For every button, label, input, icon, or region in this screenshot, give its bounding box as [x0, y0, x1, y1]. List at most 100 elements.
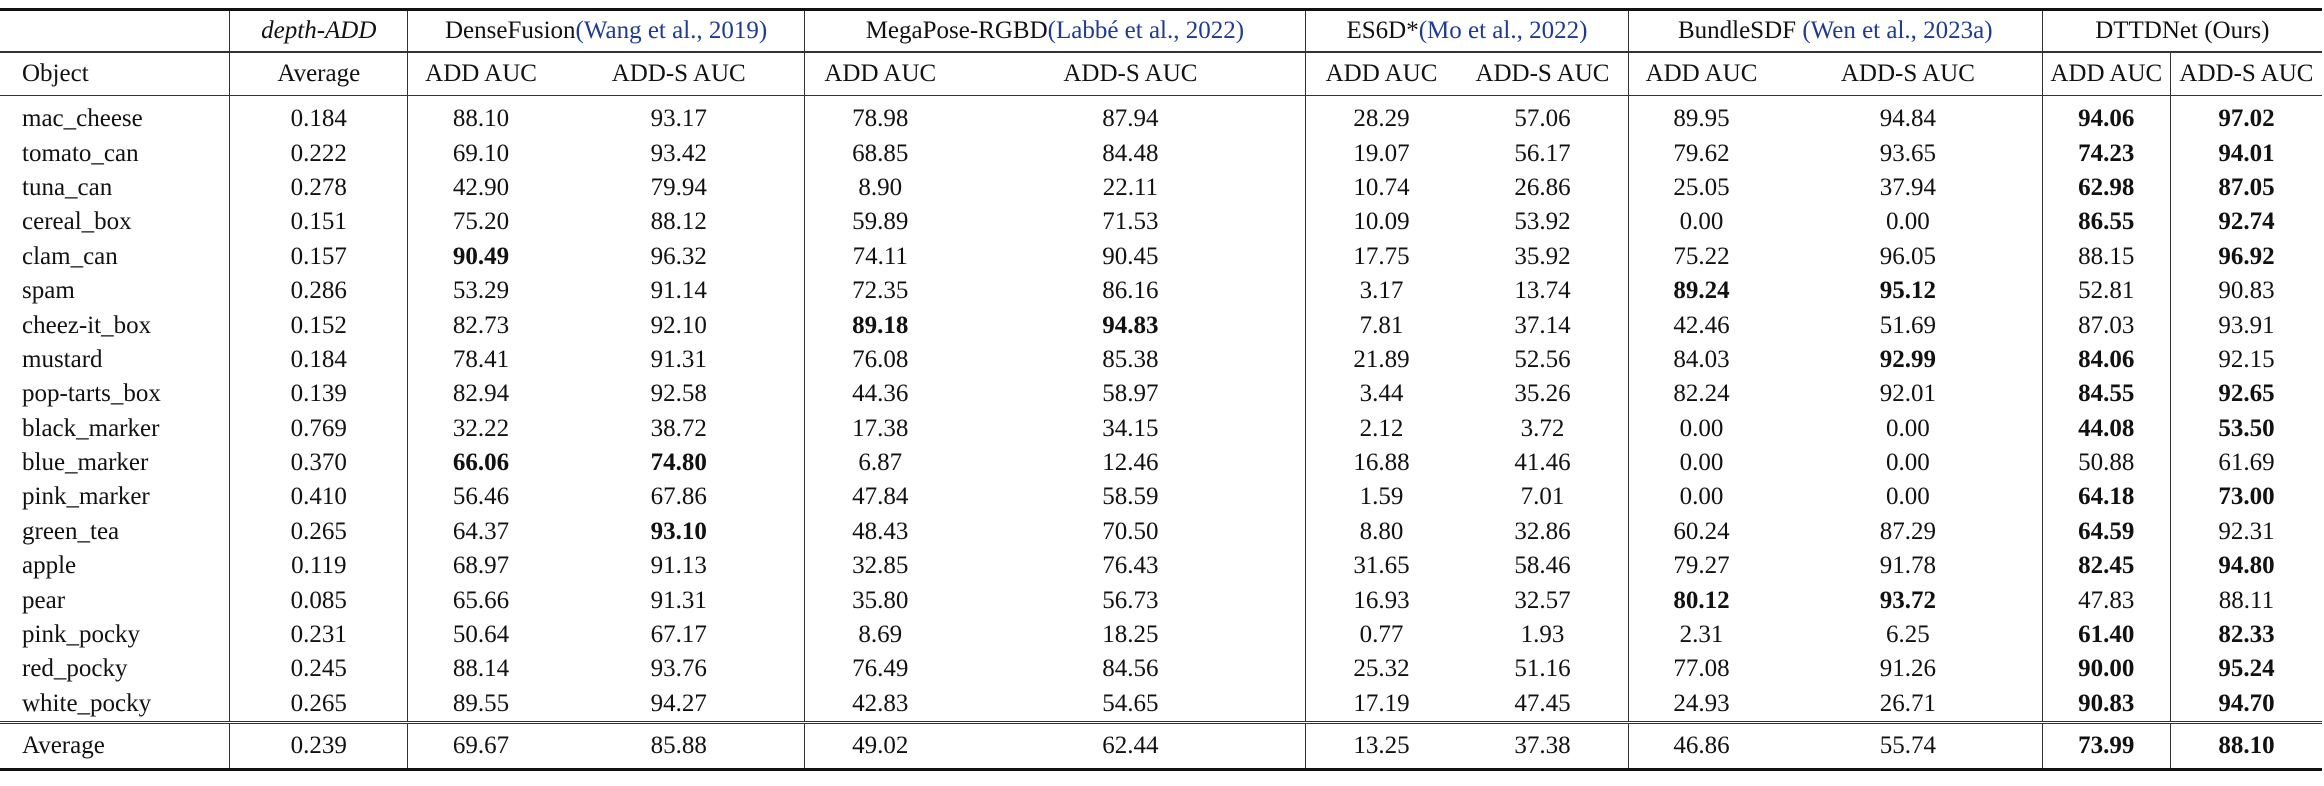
- value-cell: 17.19: [1305, 686, 1458, 723]
- best-value: 74.80: [650, 449, 707, 477]
- value-cell: 94.01: [2169, 136, 2322, 171]
- table-row: green_tea 0.265 64.37 93.10 48.43 70.50 8.80 32…: [0, 514, 2322, 550]
- value-cell: 37.38: [1457, 721, 1629, 772]
- table-row: mac_cheese 0.184 88.10 93.17 78.98 87.94 28.29…: [0, 102, 2322, 137]
- metric-column-header: ADD AUC: [1627, 51, 1775, 96]
- citation-link: (Wang et al., 2019): [575, 17, 768, 44]
- value-cell: 0.245: [229, 652, 408, 687]
- value-cell: 0.119: [229, 549, 408, 584]
- value-cell: 54.65: [1102, 689, 1159, 717]
- value-cell: 51.69: [1879, 311, 1937, 339]
- value-cell: 75.22: [1627, 239, 1775, 274]
- value-cell: 84.48: [1102, 139, 1159, 167]
- value-cell: 52.81: [2041, 273, 2171, 309]
- value-cell: 32.57: [1514, 586, 1571, 614]
- value-cell: 76.43: [1102, 552, 1159, 580]
- value-cell: 93.42: [650, 139, 707, 167]
- value-cell: 26.71: [1879, 689, 1937, 717]
- value-cell: 55.74: [1774, 721, 2043, 772]
- value-cell: 37.14: [1514, 311, 1571, 339]
- metric-column-header: ADD-S AUC: [553, 51, 805, 96]
- corner-cell: [0, 8, 230, 53]
- table-average-section: Average 0.239 69.67 85.88 49.02 62.44 13.25 37.…: [0, 721, 2322, 772]
- value-cell: 88.12: [650, 208, 707, 236]
- value-cell: 0.152: [229, 308, 408, 343]
- best-value: 94.70: [2218, 689, 2275, 717]
- value-cell: 0.00: [1886, 208, 1930, 236]
- table-row: pink_pocky 0.231 50.64 67.17 8.69 18.25 0.77 1.…: [0, 617, 2322, 653]
- spacer-cell: [803, 95, 956, 102]
- object-name-cell: pop-tarts_box: [22, 380, 161, 408]
- value-cell: 67.86: [650, 483, 707, 511]
- value-cell: 7.81: [1305, 308, 1458, 343]
- value-cell: 93.10: [554, 515, 805, 549]
- value-cell: 94.84: [1879, 105, 1937, 133]
- table-body: mac_cheese 0.184 88.10 93.17 78.98 87.94 28.29…: [0, 95, 2322, 723]
- object-name-cell: red_pocky: [22, 655, 128, 683]
- best-value: 64.18: [2078, 483, 2135, 511]
- value-cell: 73.00: [2169, 480, 2322, 515]
- best-value: 90.83: [2078, 689, 2135, 717]
- best-value: 92.74: [2218, 208, 2275, 236]
- value-cell: 44.36: [803, 377, 956, 412]
- value-cell: 0.239: [229, 721, 408, 772]
- value-cell: 94.70: [2169, 686, 2322, 723]
- object-name-cell: black_marker: [22, 414, 160, 442]
- value-cell: 96.92: [2169, 239, 2322, 274]
- spacer-cell: [407, 95, 554, 102]
- value-cell: 0.769: [229, 411, 408, 446]
- value-cell: 88.15: [2041, 239, 2171, 274]
- average-row: Average 0.239 69.67 85.88 49.02 62.44 13.25 37.…: [0, 721, 2322, 772]
- best-value: 84.55: [2078, 380, 2135, 408]
- value-cell: 21.89: [1305, 342, 1458, 378]
- value-cell: 42.46: [1627, 308, 1775, 343]
- value-cell: 90.00: [2041, 652, 2171, 687]
- value-cell: 48.43: [803, 514, 956, 550]
- value-cell: 73.99: [2041, 721, 2171, 772]
- value-cell: 0.77: [1305, 617, 1458, 653]
- value-cell: 65.66: [407, 583, 554, 618]
- value-cell: 78.98: [803, 102, 956, 137]
- value-cell: 0.00: [1627, 445, 1775, 481]
- spacer-cell: [955, 95, 1306, 102]
- value-cell: 92.31: [2169, 514, 2322, 550]
- table-row: apple 0.119 68.97 91.13 32.85 76.43 31.65 58.46…: [0, 549, 2322, 584]
- value-cell: 2.12: [1305, 411, 1458, 446]
- value-cell: 41.46: [1514, 449, 1571, 477]
- value-cell: 90.49: [407, 239, 554, 274]
- object-name-cell: apple: [22, 552, 77, 580]
- value-cell: 88.11: [2169, 583, 2322, 618]
- value-cell: 88.10: [407, 102, 554, 137]
- metric-column-header: ADD AUC: [1305, 51, 1458, 96]
- value-cell: 8.69: [803, 617, 956, 653]
- best-value: 82.33: [2218, 621, 2275, 649]
- best-value: 94.06: [2078, 105, 2135, 133]
- method-header-cell: BundleSDF (Wen et al., 2023a): [1627, 8, 2043, 53]
- method-name: BundleSDF: [1677, 17, 1803, 44]
- value-cell: 93.72: [1774, 583, 2042, 617]
- value-cell: 19.07: [1305, 136, 1458, 171]
- value-cell: 94.83: [956, 308, 1306, 342]
- value-cell: 95.12: [1774, 274, 2042, 308]
- value-cell: 8.90: [803, 170, 956, 206]
- metric-column-header: ADD-S AUC: [2169, 51, 2322, 96]
- value-cell: 13.25: [1305, 721, 1458, 772]
- value-cell: 46.86: [1627, 721, 1775, 772]
- value-cell: 0.410: [229, 480, 408, 515]
- metric-column-header: ADD AUC: [803, 51, 956, 96]
- best-value: 96.92: [2218, 242, 2275, 270]
- value-cell: 91.31: [650, 345, 707, 373]
- method-name: ES6D*: [1346, 17, 1419, 44]
- value-cell: 87.94: [1102, 105, 1159, 133]
- value-cell: 42.90: [407, 170, 554, 206]
- value-cell: 28.29: [1305, 102, 1458, 137]
- value-cell: 50.64: [407, 617, 554, 653]
- value-cell: 92.99: [1774, 343, 2042, 377]
- best-value: 86.55: [2078, 208, 2135, 236]
- value-cell: 0.278: [229, 170, 408, 206]
- value-cell: 25.32: [1305, 652, 1458, 687]
- value-cell: 87.05: [2169, 170, 2322, 206]
- value-cell: 91.78: [1879, 552, 1937, 580]
- value-cell: 34.15: [1102, 414, 1159, 442]
- table-row: black_marker 0.769 32.22 38.72 17.38 34.15 2.1…: [0, 411, 2322, 446]
